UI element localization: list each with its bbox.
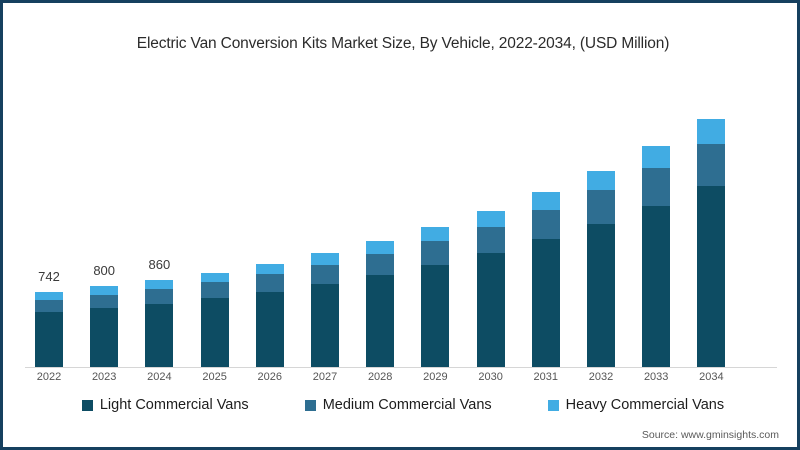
- x-axis-tick-2032: 2032: [588, 371, 614, 383]
- bar-stack: [531, 192, 560, 367]
- x-axis-tick-2028: 2028: [367, 371, 393, 383]
- legend-swatch-icon: [81, 399, 93, 411]
- bar-segment-light[interactable]: [311, 283, 339, 367]
- bar-segment-medium[interactable]: [697, 143, 726, 186]
- bar-segment-light[interactable]: [35, 312, 63, 367]
- x-axis-tick-2033: 2033: [643, 371, 669, 383]
- bar-segment-light[interactable]: [200, 298, 229, 367]
- bar-segment-heavy[interactable]: [311, 253, 339, 265]
- bar-segment-medium[interactable]: [90, 294, 119, 309]
- source-attribution: Source: www.gminsights.com: [641, 429, 779, 441]
- bar-stack: [697, 119, 726, 367]
- bar-segment-light[interactable]: [697, 185, 726, 367]
- bar-stack: [366, 241, 395, 367]
- bar-group[interactable]: [697, 119, 726, 367]
- bar-stack: [90, 286, 119, 367]
- bar-segment-heavy[interactable]: [697, 119, 726, 144]
- x-axis-tick-2023: 2023: [91, 371, 117, 383]
- bar-segment-light[interactable]: [587, 223, 615, 367]
- bar-stack: [587, 170, 615, 367]
- bar-group[interactable]: [35, 292, 63, 367]
- bar-segment-heavy[interactable]: [476, 210, 505, 227]
- bar-value-label: 742: [38, 269, 60, 285]
- bar-group[interactable]: [366, 241, 395, 367]
- x-axis-tick-2029: 2029: [423, 371, 448, 383]
- legend-label: Heavy Commercial Vans: [565, 397, 725, 413]
- x-axis-tick-2031: 2031: [533, 371, 559, 383]
- bar-group[interactable]: [531, 192, 560, 367]
- bar-segment-light[interactable]: [255, 291, 284, 367]
- bar-stack: [642, 146, 671, 367]
- bar-segment-medium[interactable]: [587, 190, 615, 224]
- bar-group[interactable]: [642, 146, 671, 367]
- chart-legend: Light Commercial Vans Medium Commercial V…: [3, 397, 797, 413]
- legend-label: Light Commercial Vans: [99, 397, 249, 413]
- legend-swatch-icon: [304, 399, 316, 411]
- x-axis-tick-2022: 2022: [36, 371, 62, 383]
- bar-group[interactable]: [255, 263, 284, 367]
- x-axis-tick-2034: 2034: [699, 371, 724, 383]
- bar-value-label: 860: [148, 257, 171, 273]
- bar-segment-heavy[interactable]: [35, 292, 63, 300]
- bar-segment-light[interactable]: [421, 264, 450, 367]
- bar-segment-medium[interactable]: [366, 253, 395, 276]
- bar-stack: [255, 263, 284, 367]
- bar-stack: [476, 210, 505, 367]
- bar-segment-light[interactable]: [145, 303, 174, 367]
- bar-stack: [35, 292, 63, 367]
- bar-segment-light[interactable]: [90, 308, 119, 367]
- bar-group[interactable]: [311, 253, 339, 367]
- bar-segment-medium[interactable]: [255, 274, 284, 292]
- bar-group[interactable]: [200, 272, 229, 367]
- bar-segment-heavy[interactable]: [200, 272, 229, 283]
- bar-segment-heavy[interactable]: [366, 241, 395, 254]
- x-axis-tick-2025: 2025: [202, 371, 227, 383]
- bar-segment-heavy[interactable]: [587, 170, 615, 191]
- bar-segment-medium[interactable]: [476, 226, 505, 254]
- bar-segment-light[interactable]: [642, 205, 671, 367]
- bar-segment-medium[interactable]: [311, 264, 339, 284]
- bar-group[interactable]: [421, 226, 450, 367]
- x-axis-tick-2027: 2027: [312, 371, 338, 383]
- bar-stack: [145, 280, 174, 367]
- legend-swatch-icon: [547, 399, 559, 411]
- bar-group[interactable]: [145, 280, 174, 367]
- bar-segment-light[interactable]: [366, 275, 395, 367]
- bar-segment-medium[interactable]: [421, 240, 450, 265]
- bar-segment-medium[interactable]: [145, 289, 174, 304]
- bar-segment-heavy[interactable]: [421, 226, 450, 241]
- bar-segment-heavy[interactable]: [642, 146, 671, 169]
- plot-area: 742 800 860 2022 2023 2024 2025 2026 2027 2028 20…: [3, 3, 797, 447]
- bar-stack: [421, 226, 450, 367]
- bar-segment-heavy[interactable]: [145, 280, 174, 290]
- bar-segment-medium[interactable]: [531, 209, 560, 240]
- legend-item-1[interactable]: Medium Commercial Vans: [304, 397, 492, 413]
- x-axis-line: [25, 367, 777, 368]
- bar-segment-medium[interactable]: [642, 168, 671, 206]
- bar-group[interactable]: [587, 170, 615, 367]
- legend-item-0[interactable]: Light Commercial Vans: [81, 397, 249, 413]
- bar-segment-light[interactable]: [476, 253, 505, 367]
- bar-segment-medium[interactable]: [200, 282, 229, 299]
- bar-stack: [311, 253, 339, 367]
- chart-title: Electric Van Conversion Kits Market Size…: [136, 35, 670, 52]
- bar-segment-heavy[interactable]: [90, 286, 119, 295]
- legend-label: Medium Commercial Vans: [322, 397, 492, 413]
- x-axis-tick-2026: 2026: [257, 371, 283, 383]
- bar-segment-light[interactable]: [531, 239, 560, 367]
- bar-segment-medium[interactable]: [35, 299, 63, 313]
- legend-item-2[interactable]: Heavy Commercial Vans: [547, 397, 725, 413]
- bar-segment-heavy[interactable]: [531, 192, 560, 210]
- bar-group[interactable]: [90, 286, 119, 367]
- x-axis-tick-2024: 2024: [147, 371, 172, 383]
- bar-group[interactable]: [476, 210, 505, 367]
- bar-segment-heavy[interactable]: [255, 263, 284, 275]
- x-axis-tick-2030: 2030: [478, 371, 503, 383]
- bar-value-label: 800: [93, 263, 116, 279]
- bar-stack: [200, 272, 229, 367]
